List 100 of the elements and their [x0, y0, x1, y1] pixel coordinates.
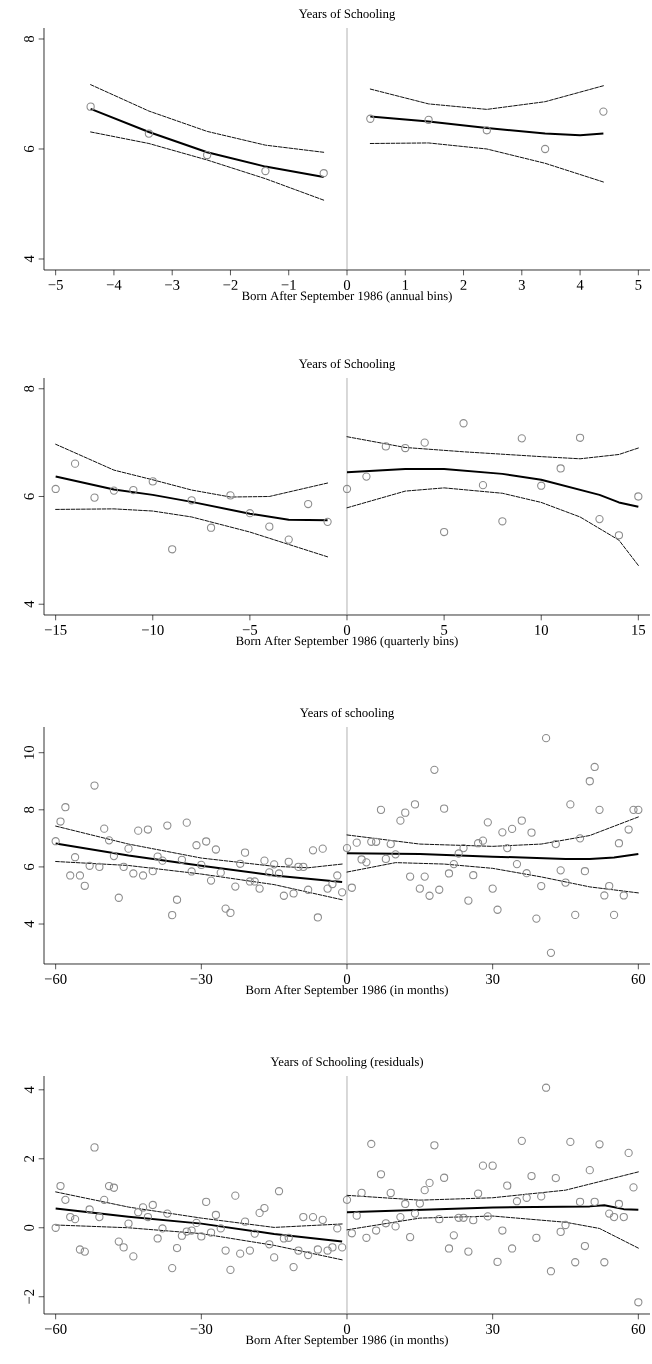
point: [342, 484, 352, 494]
y-tick-label: 2: [24, 1155, 34, 1162]
x-tick-label: 5: [635, 280, 642, 290]
x-tick-label: 30: [486, 1324, 500, 1334]
x-tick-label: 0: [343, 280, 351, 290]
point: [319, 169, 328, 178]
line-series: [346, 436, 639, 460]
point: [203, 150, 212, 160]
line-series: [55, 1224, 343, 1261]
x-tick-label: 4: [576, 280, 584, 290]
line-series: [90, 84, 325, 153]
chart-title: Years of Schooling (residuals): [270, 1056, 424, 1069]
x-tick-label: 60: [631, 974, 646, 984]
x-tick-label: 10: [535, 625, 548, 635]
point: [86, 102, 95, 111]
x-tick-label: 2: [460, 280, 467, 290]
chart-title: Years of Schooling: [298, 358, 395, 371]
x-axis-title: Born After September 1986 (in months): [245, 1335, 448, 1347]
x-tick-label: −5: [48, 280, 63, 290]
x-tick-label: 0: [343, 625, 351, 635]
y-tick-label: 0: [24, 1224, 34, 1231]
point: [634, 492, 643, 501]
point: [537, 481, 546, 490]
point: [556, 464, 565, 473]
line-series: [369, 142, 604, 183]
point: [206, 523, 216, 532]
point: [323, 517, 332, 526]
x-tick-label: −3: [165, 280, 180, 290]
x-axis-title: Born After September 1986 (annual bins): [242, 291, 452, 303]
point: [540, 144, 550, 154]
line-series: [346, 1215, 639, 1249]
line-series: [346, 816, 639, 847]
y-tick-label: 4: [24, 255, 34, 263]
y-tick-label: −2: [24, 1289, 34, 1304]
y-tick-label: 8: [24, 35, 34, 43]
point: [265, 522, 274, 531]
line-series: [55, 508, 329, 558]
y-tick-label: 8: [24, 806, 34, 813]
line-series: [346, 468, 640, 508]
point: [284, 535, 293, 544]
line-series: [89, 107, 325, 179]
y-tick-label: 10: [24, 745, 34, 759]
line-series: [54, 1207, 344, 1243]
point: [70, 459, 80, 468]
point: [90, 493, 99, 502]
line-series: [55, 825, 343, 869]
point: [129, 485, 138, 495]
point: [51, 484, 60, 494]
x-tick-label: −2: [223, 280, 238, 290]
point: [362, 472, 371, 481]
line-series: [55, 861, 343, 901]
point: [401, 443, 410, 453]
point: [226, 491, 235, 500]
line-series: [369, 85, 604, 110]
y-tick-label: 4: [24, 600, 34, 608]
x-tick-label: 60: [631, 1324, 646, 1334]
x-tick-label: −4: [106, 280, 122, 290]
x-axis-title: Born After September 1986 (in months): [245, 985, 448, 997]
point: [517, 434, 526, 443]
x-tick-label: −15: [44, 625, 67, 635]
point: [144, 129, 154, 138]
x-tick-label: 1: [402, 280, 409, 290]
point: [420, 438, 429, 447]
point: [439, 527, 449, 537]
point: [478, 481, 488, 490]
line-series: [369, 115, 605, 137]
point: [366, 114, 375, 123]
x-tick-label: 3: [518, 280, 525, 290]
x-tick-label: 30: [486, 974, 500, 984]
point: [599, 107, 608, 116]
point: [498, 517, 507, 526]
y-tick-label: 4: [24, 1086, 34, 1094]
point: [614, 531, 624, 540]
point: [381, 442, 390, 451]
line-series: [346, 1204, 640, 1214]
point: [575, 433, 585, 442]
line-series: [55, 443, 329, 498]
x-tick-label: −60: [44, 1324, 67, 1334]
point: [187, 496, 196, 505]
y-tick-label: 6: [24, 493, 34, 500]
point: [148, 477, 157, 486]
line-series: [54, 475, 329, 522]
y-tick-label: 6: [24, 145, 34, 153]
line-series: [346, 487, 639, 566]
point: [245, 509, 255, 518]
x-tick-label: −30: [190, 1324, 213, 1334]
y-tick-label: 8: [24, 385, 34, 392]
x-tick-label: 5: [441, 625, 448, 635]
line-series: [54, 842, 344, 884]
y-tick-label: 6: [24, 863, 34, 870]
point: [459, 419, 468, 428]
line-series: [346, 1171, 639, 1201]
x-tick-label: 15: [632, 625, 646, 635]
y-tick-label: 4: [24, 920, 34, 928]
line-series: [55, 1191, 343, 1228]
point: [168, 545, 177, 554]
x-axis-title: Born After September 1986 (quarterly bins): [236, 636, 458, 648]
x-tick-label: −30: [190, 974, 213, 984]
line-series: [346, 862, 639, 894]
x-tick-label: −5: [242, 625, 258, 635]
